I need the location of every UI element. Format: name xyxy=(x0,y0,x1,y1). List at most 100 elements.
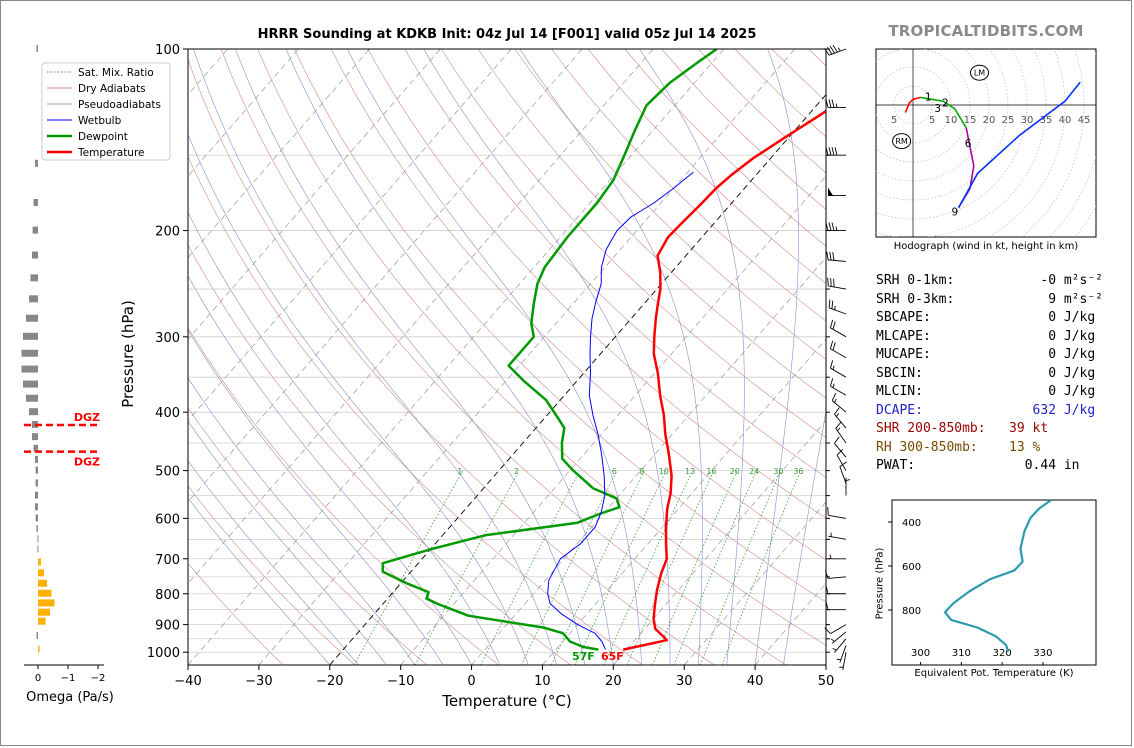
mixing-ratio-line xyxy=(550,470,645,665)
omega-bar xyxy=(36,632,38,640)
param-value: 9 xyxy=(993,291,1057,307)
mixing-ratio-line xyxy=(673,470,757,665)
wind-barb xyxy=(828,187,846,197)
isotherm xyxy=(188,49,441,340)
mixing-ratio-line xyxy=(699,470,781,665)
y-tick-label: 100 xyxy=(155,43,180,58)
dry-adiabat xyxy=(367,49,826,519)
wind-barb xyxy=(827,507,847,519)
wind-barb xyxy=(826,251,847,262)
moist-adiabat xyxy=(188,460,359,665)
param-unit: J/kg xyxy=(1056,365,1096,381)
wind-barb xyxy=(829,340,847,359)
x-tick-label: 40 xyxy=(747,674,764,689)
x-tick-label: 20 xyxy=(605,674,622,689)
hodo-ring-label: 5 xyxy=(891,115,897,126)
wind-barb-staff xyxy=(830,624,847,635)
omega-axis-label: Omega (Pa/s) xyxy=(26,690,114,705)
omega-bar xyxy=(29,408,38,416)
hodo-ring-label: 25 xyxy=(1002,115,1015,126)
series-dewpoint xyxy=(381,49,718,651)
wind-barb-full xyxy=(832,321,836,330)
legend-label: Temperature xyxy=(77,147,145,159)
wind-barb-staff xyxy=(835,428,847,444)
wind-barb-half xyxy=(845,479,851,482)
mixing-ratio-label: 24 xyxy=(749,467,759,476)
param-row: MLCAPE: 0 J/kg xyxy=(876,328,1116,347)
wind-barb-full xyxy=(828,99,832,108)
omega-x-tick-label: −1 xyxy=(61,673,76,684)
mixing-ratio-line xyxy=(652,470,738,665)
omega-bar xyxy=(33,198,38,206)
omega-bar xyxy=(33,444,38,452)
theta-e-x-tick-label: 310 xyxy=(952,648,971,659)
dry-adiabat xyxy=(188,58,715,665)
hodo-segment-3-6 xyxy=(920,96,967,129)
moist-adiabat xyxy=(285,49,614,665)
wind-barb-full xyxy=(824,570,829,579)
mixing-ratio-label: 30 xyxy=(773,467,783,476)
omega-bar xyxy=(35,466,38,474)
param-label: MLCIN: xyxy=(876,384,994,399)
moist-adiabat xyxy=(188,329,444,665)
y-tick-label: 600 xyxy=(155,512,180,527)
wind-barb xyxy=(834,407,847,429)
wind-barb xyxy=(828,532,847,540)
omega-bar xyxy=(37,535,39,543)
wind-barb-half xyxy=(832,648,837,651)
param-row: DCAPE: 632 J/kg xyxy=(876,402,1116,421)
omega-bar xyxy=(32,433,38,441)
wind-barb xyxy=(825,601,846,611)
y-tick-label: 900 xyxy=(155,619,180,634)
omega-bar xyxy=(38,569,44,577)
param-row: SRH 0-1km: -0 m²s⁻² xyxy=(876,272,1116,291)
x-tick-label: 30 xyxy=(676,674,693,689)
wind-barb xyxy=(824,44,847,56)
param-unit: J/kg xyxy=(1056,310,1096,325)
dry-adiabat xyxy=(188,562,284,665)
legend-label: Dewpoint xyxy=(78,131,128,143)
theta-e-x-label: Equivalent Pot. Temperature (K) xyxy=(914,668,1074,679)
wind-barb xyxy=(825,222,846,232)
x-tick-label: 10 xyxy=(534,674,551,689)
dgz-label-top: DGZ xyxy=(74,411,100,424)
wind-barb-full xyxy=(834,407,840,415)
theta-e-y-tick-label: 600 xyxy=(902,562,921,573)
param-row: SHR 200-850mb: 39 kt xyxy=(876,420,1116,439)
mixing-ratio-line xyxy=(721,470,801,665)
theta-e-frame xyxy=(891,499,1097,666)
y-tick-label: 700 xyxy=(155,553,180,568)
wind-barb-full xyxy=(831,300,834,309)
isotherm xyxy=(188,49,370,259)
wind-barb-full xyxy=(831,99,835,108)
wind-barb-full xyxy=(825,585,829,594)
wind-barb-half xyxy=(830,638,835,642)
storm-motion-marker xyxy=(892,133,912,150)
moist-adiabat xyxy=(639,49,745,665)
omega-bar xyxy=(35,479,38,487)
isotherm xyxy=(188,49,725,665)
wind-barb xyxy=(825,99,846,108)
skewt-axes-frame xyxy=(187,48,827,666)
legend-label: Pseudoadiabats xyxy=(78,99,161,111)
y-tick-label: 300 xyxy=(155,331,180,346)
param-unit: J/kg xyxy=(1056,328,1096,344)
wind-barb-staff xyxy=(828,576,847,579)
wind-barb-full xyxy=(834,436,840,444)
moist-adiabat xyxy=(423,49,671,665)
wind-barb-full xyxy=(825,99,829,108)
param-unit: m²s⁻² xyxy=(1056,291,1103,307)
mixing-ratio-label: 36 xyxy=(793,467,803,476)
wind-barb-full xyxy=(824,627,831,634)
mixing-ratio-label: 13 xyxy=(685,467,695,476)
wind-barb-full xyxy=(825,222,829,231)
omega-bar xyxy=(32,251,38,259)
param-unit: % xyxy=(1024,439,1041,455)
wind-barb xyxy=(835,421,847,444)
param-label: MUCAPE: xyxy=(876,347,994,362)
omega-bar xyxy=(38,617,46,625)
hodo-height-label: 9 xyxy=(951,206,958,218)
wind-barb xyxy=(836,645,847,663)
